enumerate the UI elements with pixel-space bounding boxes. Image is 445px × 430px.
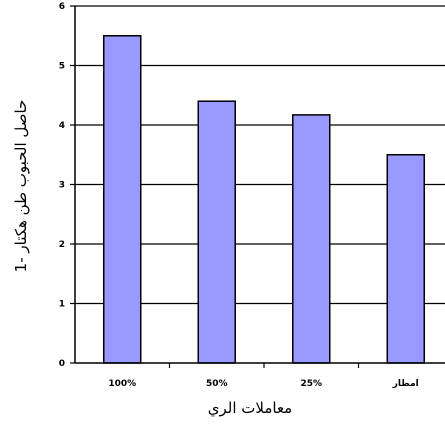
y-tick-label: 1 (59, 300, 65, 310)
y-ticks: 0 1 2 3 4 5 6 (59, 2, 75, 369)
bar (197, 100, 236, 364)
y-tick-label: 2 (59, 240, 65, 250)
y-tick-label: 5 (59, 62, 65, 72)
x-axis-title: معاملات الري (208, 399, 292, 418)
bar (103, 35, 142, 364)
y-tick-label: 6 (59, 2, 65, 12)
y-tick-label: 3 (59, 181, 65, 191)
bar (386, 154, 425, 364)
x-tick-label: 50% (206, 379, 228, 389)
x-tick-label: 100% (108, 379, 136, 389)
x-ticks: 100% 50% 25% امطار (108, 363, 419, 389)
bars (103, 35, 425, 364)
y-axis-title: حاصل الحبوب طن هكتار -1 (12, 100, 30, 273)
y-tick-label: 4 (59, 121, 65, 131)
bar (292, 114, 331, 364)
x-tick-label: 25% (300, 379, 322, 389)
x-tick-label: امطار (392, 379, 419, 389)
y-tick-label: 0 (59, 359, 65, 369)
